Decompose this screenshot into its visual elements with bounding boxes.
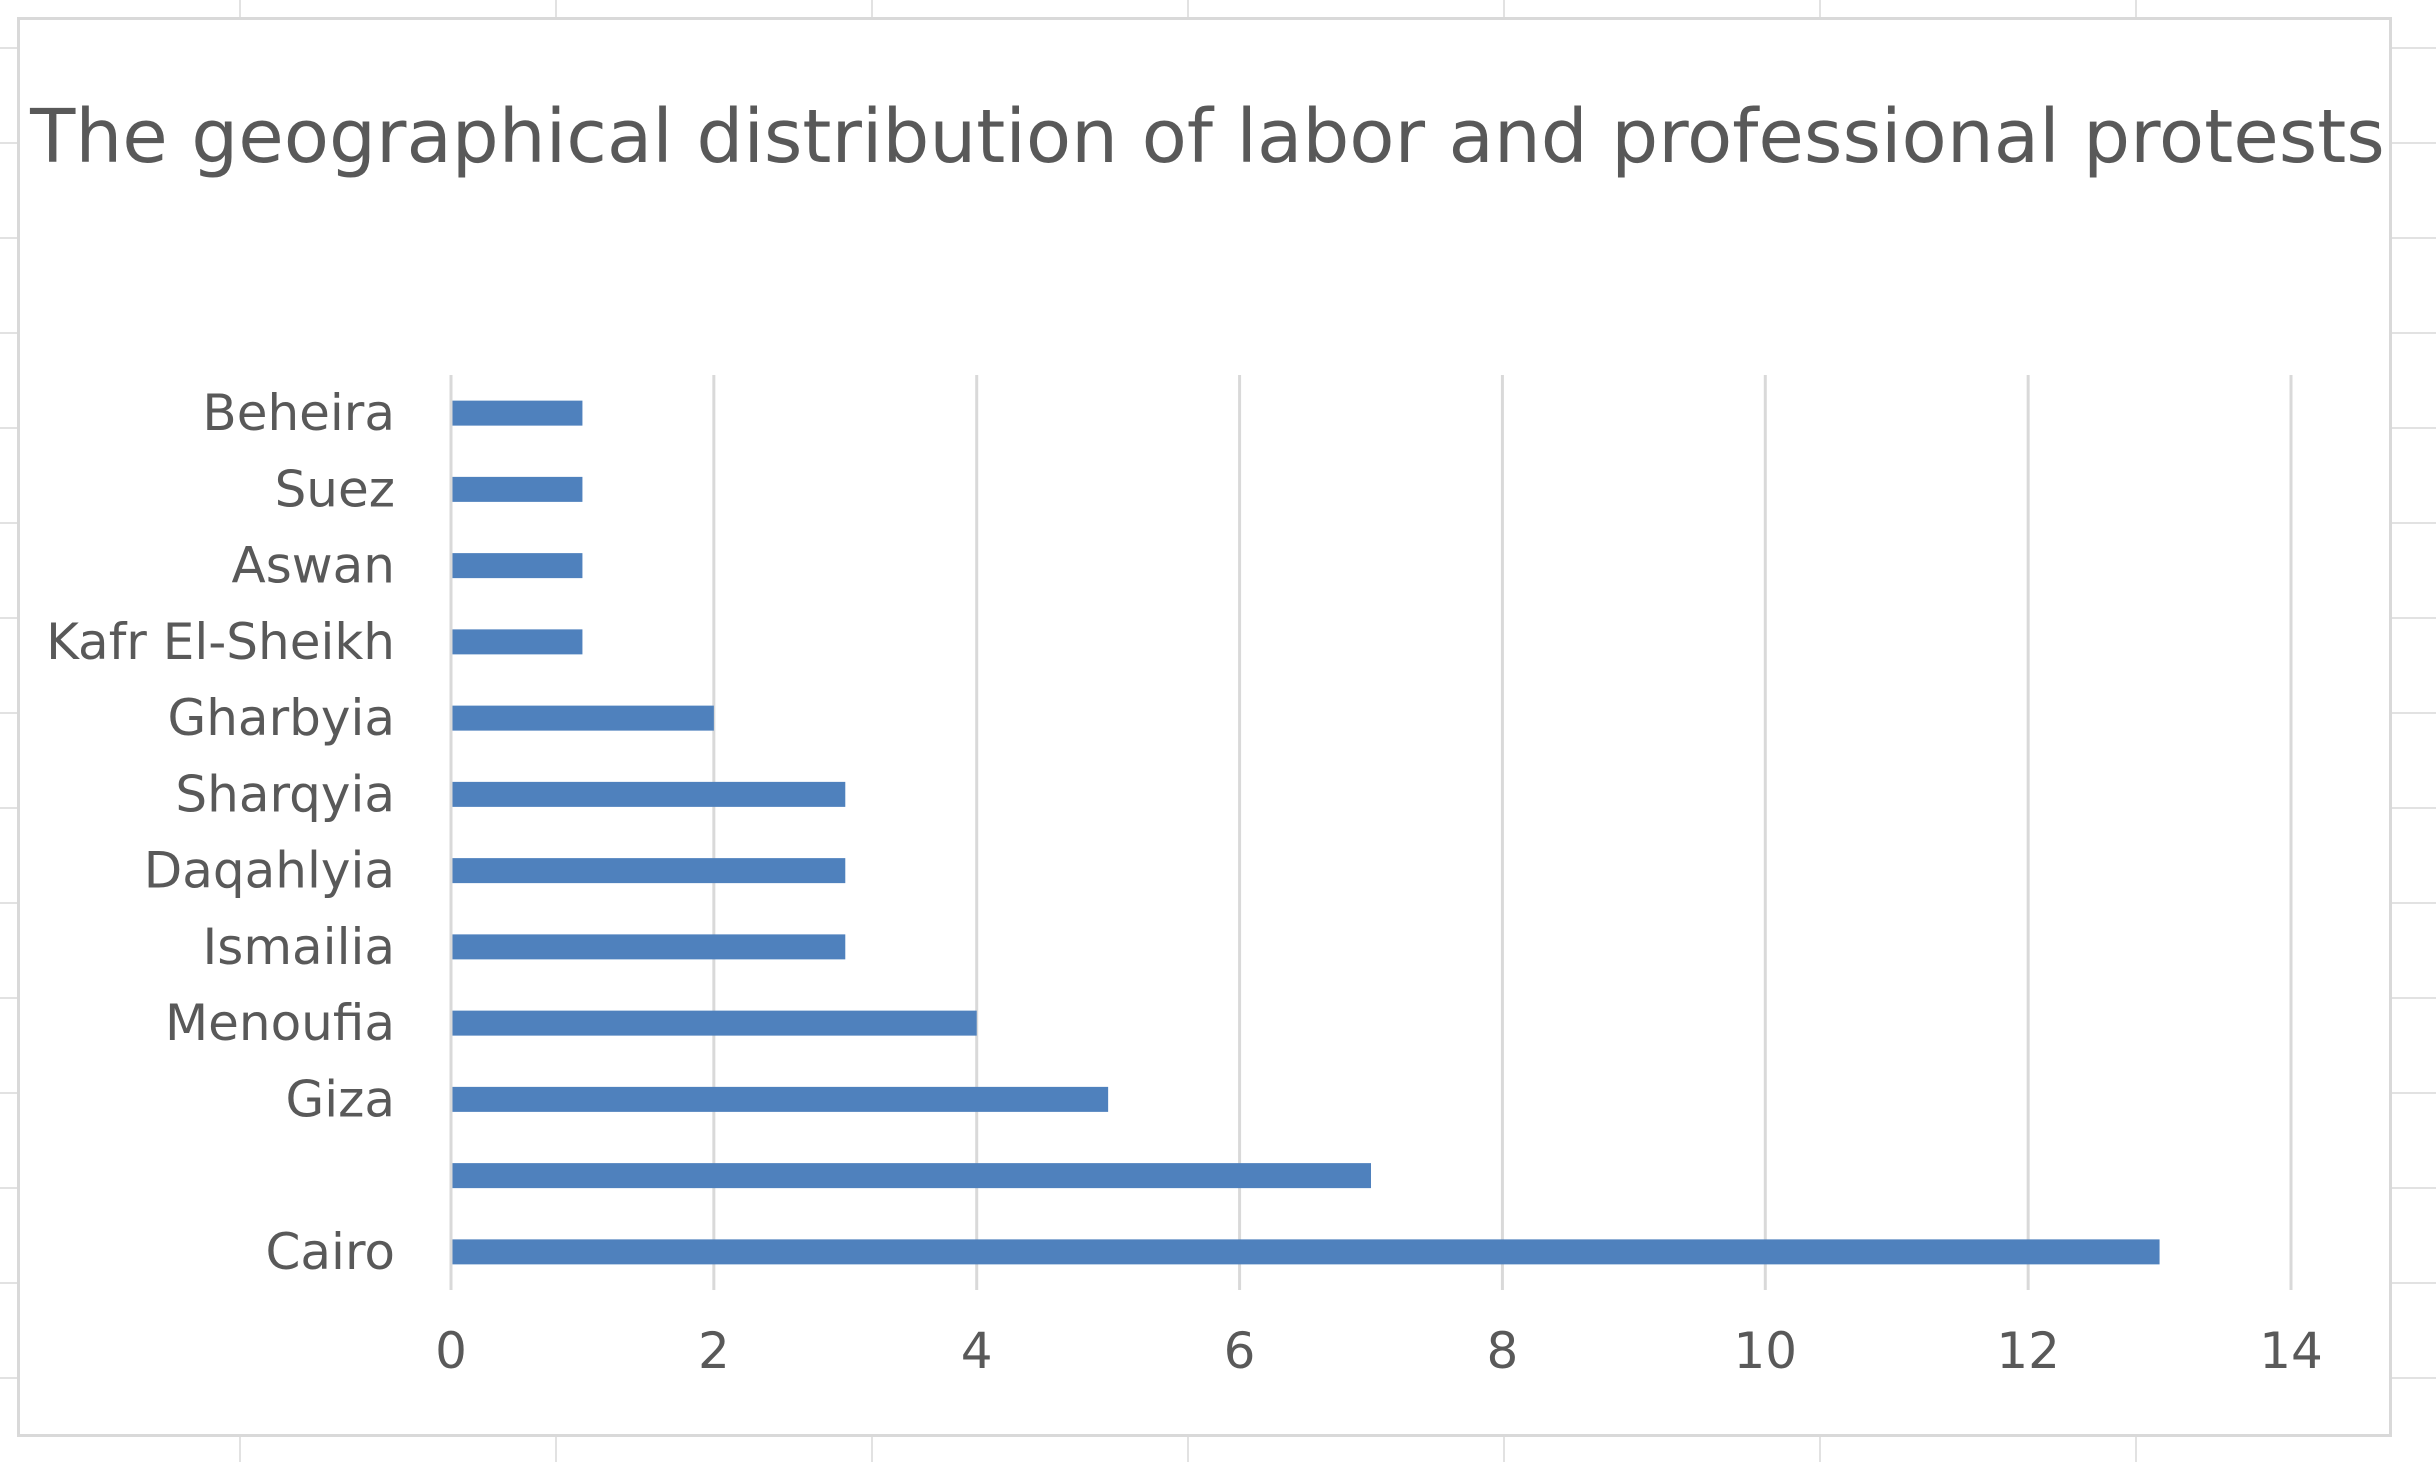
bar-cairo[interactable] <box>451 1239 2160 1265</box>
x-tick-label: 14 <box>2259 1322 2323 1380</box>
y-category-label: Sharqyia <box>175 765 395 823</box>
bar-menoufia[interactable] <box>451 1010 977 1036</box>
bar-unlabeled[interactable] <box>451 1163 1371 1189</box>
y-category-label: Gharbyia <box>168 689 396 747</box>
bar-gharbyia[interactable] <box>451 705 714 731</box>
bar-aswan[interactable] <box>451 553 583 579</box>
bar-kafr-el-sheikh[interactable] <box>451 629 583 655</box>
y-category-label: Giza <box>285 1070 395 1128</box>
x-tick-label: 10 <box>1733 1322 1797 1380</box>
x-tick-label: 8 <box>1487 1322 1519 1380</box>
bar-suez[interactable] <box>451 476 583 502</box>
chart-title[interactable]: The geographical distribution of labor a… <box>30 94 2385 180</box>
x-tick-label: 6 <box>1224 1322 1256 1380</box>
y-category-label: Cairo <box>266 1223 396 1281</box>
y-category-label: Beheira <box>202 384 395 442</box>
bar-sharqyia[interactable] <box>451 781 846 807</box>
bar-beheira[interactable] <box>451 400 583 426</box>
x-tick-label: 2 <box>698 1322 730 1380</box>
y-category-label: Daqahlyia <box>144 842 395 900</box>
y-category-label: Kafr El-Sheikh <box>46 613 395 671</box>
x-tick-label: 0 <box>435 1322 467 1380</box>
y-category-label: Suez <box>275 460 395 518</box>
y-category-label: Ismailia <box>203 918 395 976</box>
bar-ismailia[interactable] <box>451 934 846 960</box>
y-category-label: Aswan <box>232 537 395 595</box>
chart-area[interactable]: The geographical distribution of labor a… <box>17 17 2392 1437</box>
x-tick-label: 12 <box>1996 1322 2060 1380</box>
bar-daqahlyia[interactable] <box>451 858 846 884</box>
bar-giza[interactable] <box>451 1086 1109 1112</box>
x-tick-label: 4 <box>961 1322 993 1380</box>
y-category-label: Menoufia <box>165 994 395 1052</box>
bar-chart-plot: 0 2 4 6 8 10 12 14 Cairo Giza Menoufia Ismailia Daqa… <box>46 375 2323 1380</box>
